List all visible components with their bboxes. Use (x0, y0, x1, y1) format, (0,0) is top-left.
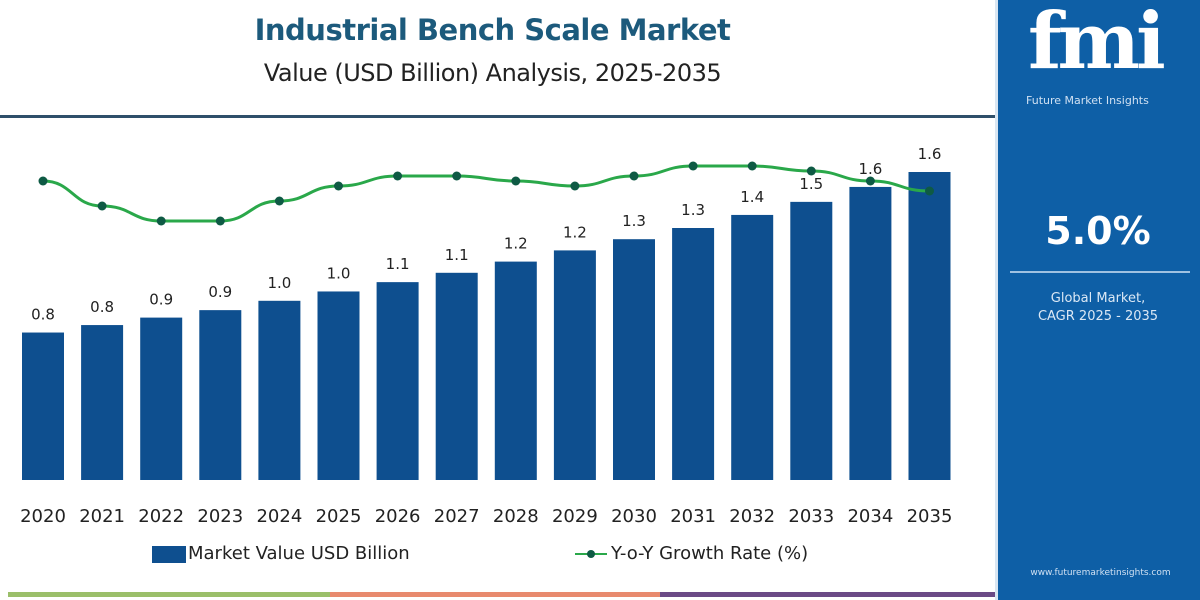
x-tick-2032: 2032 (729, 506, 775, 527)
growth-point-2035 (925, 186, 934, 196)
bar-label-2024: 1.0 (267, 274, 291, 292)
legend-bar: Market Value USD Billion (152, 543, 410, 565)
bar-2024 (258, 300, 301, 480)
growth-point-2029 (570, 181, 580, 191)
bar-label-2034: 1.6 (858, 160, 882, 178)
x-tick-2024: 2024 (256, 506, 302, 527)
fmi-logo: fmi (1028, 0, 1166, 87)
bar-2033 (790, 201, 833, 480)
legend-line-label: Y-o-Y Growth Rate (%) (611, 543, 809, 564)
chart-title: Industrial Bench Scale Market (254, 13, 731, 47)
x-tick-2021: 2021 (79, 506, 125, 527)
bar-2026 (376, 282, 419, 480)
growth-line (42, 164, 930, 223)
growth-point-2022 (156, 216, 166, 226)
bar-2035 (908, 172, 951, 480)
bar-2031 (672, 228, 715, 480)
x-tick-2026: 2026 (375, 506, 421, 527)
cagr-label: Global Market, CAGR 2025 - 2035 (998, 290, 1198, 326)
x-tick-2035: 2035 (907, 506, 953, 527)
bar-2021 (81, 325, 124, 480)
side-panel: fmi Future Market Insights 5.0% Global M… (995, 0, 1200, 600)
legend-bar-swatch (152, 545, 186, 563)
bar-label-2025: 1.0 (327, 264, 351, 282)
bar-2032 (731, 214, 774, 480)
bar-label-2020: 0.8 (31, 306, 55, 324)
bar-2030 (613, 239, 655, 480)
bar-label-2032: 1.4 (740, 188, 764, 206)
bar-label-2030: 1.3 (622, 212, 646, 230)
bar-label-2021: 0.8 (90, 298, 114, 316)
growth-point-2021 (97, 201, 107, 211)
cagr-value: 5.0% (1045, 209, 1151, 253)
x-tick-2030: 2030 (611, 506, 657, 527)
footer-strip-green (8, 592, 330, 597)
x-tick-2025: 2025 (316, 506, 362, 527)
bar-label-2035: 1.6 (918, 145, 942, 163)
growth-point-2030 (629, 171, 639, 181)
x-tick-2023: 2023 (197, 506, 243, 527)
x-tick-2033: 2033 (788, 506, 834, 527)
legend-line: Y-o-Y Growth Rate (%) (573, 543, 808, 565)
chart-area: 0.8 2020 0.8 2021 0.9 2022 0.9 2023 1.0 2024 1.0 20… (20, 145, 953, 527)
x-tick-2027: 2027 (434, 506, 480, 527)
bar-label-2029: 1.2 (563, 223, 587, 241)
growth-point-2024 (274, 196, 284, 206)
bar-2028 (494, 261, 537, 480)
bar-2023 (199, 310, 242, 480)
growth-point-2027 (452, 171, 462, 181)
footer-strip-purple (660, 592, 995, 597)
x-tick-2028: 2028 (493, 506, 539, 527)
bar-2025 (317, 291, 360, 480)
bar-label-2031: 1.3 (681, 201, 705, 219)
bar-2029 (553, 250, 596, 480)
bar-label-2033: 1.5 (799, 175, 823, 193)
growth-point-2020 (38, 176, 48, 186)
logo-tagline: Future Market Insights (1026, 94, 1149, 107)
x-tick-2022: 2022 (138, 506, 184, 527)
legend-line-swatch (573, 547, 609, 561)
growth-point-2023 (215, 216, 225, 226)
x-tick-2029: 2029 (552, 506, 598, 527)
growth-point-2033 (806, 166, 816, 176)
bar-label-2023: 0.9 (208, 283, 232, 301)
x-tick-2034: 2034 (847, 506, 893, 527)
chart-subtitle: Value (USD Billion) Analysis, 2025-2035 (263, 59, 722, 87)
bar-label-2027: 1.1 (445, 246, 469, 264)
bar-2020 (22, 332, 64, 480)
bar-label-2022: 0.9 (149, 291, 173, 309)
legend-bar-label: Market Value USD Billion (188, 543, 410, 564)
growth-point-2032 (747, 161, 757, 171)
bar-2034 (849, 186, 892, 480)
growth-point-2028 (511, 176, 521, 186)
growth-point-2026 (393, 171, 403, 181)
growth-point-2025 (334, 181, 343, 191)
bar-2022 (140, 317, 183, 480)
cagr-label-line1: Global Market, (1050, 291, 1146, 306)
x-tick-2020: 2020 (20, 506, 66, 527)
bar-2027 (435, 272, 478, 480)
cagr-label-line2: CAGR 2025 - 2035 (1037, 309, 1159, 324)
growth-point-2034 (865, 176, 875, 186)
header-divider (0, 115, 995, 118)
bar-label-2028: 1.2 (504, 235, 528, 253)
x-tick-2031: 2031 (670, 506, 716, 527)
website-link[interactable]: www.futuremarketinsights.com (1030, 568, 1171, 578)
footer-strip-salmon (330, 592, 660, 597)
panel-divider (1010, 271, 1190, 273)
growth-point-2031 (688, 161, 698, 171)
bar-label-2026: 1.1 (386, 255, 410, 273)
